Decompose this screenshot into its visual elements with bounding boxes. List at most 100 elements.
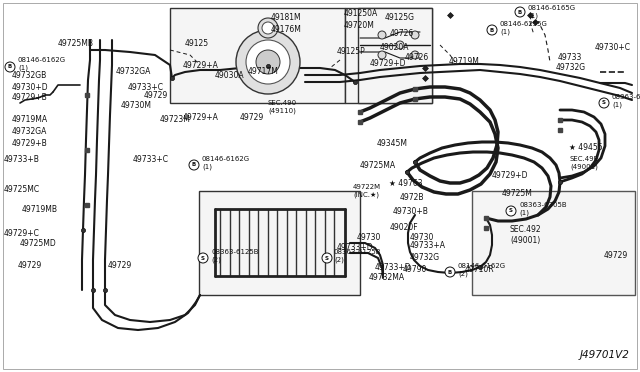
Text: 49730: 49730 bbox=[410, 234, 435, 243]
Circle shape bbox=[599, 98, 609, 108]
Circle shape bbox=[487, 25, 497, 35]
Text: 08363-6305B
(1): 08363-6305B (1) bbox=[519, 202, 566, 216]
Text: 08363-6125B
(2): 08363-6125B (2) bbox=[211, 249, 259, 263]
Text: S: S bbox=[602, 100, 606, 106]
Text: 49732GA: 49732GA bbox=[12, 126, 47, 135]
Text: S: S bbox=[201, 256, 205, 260]
Text: 49725MA: 49725MA bbox=[360, 160, 396, 170]
Text: 49733: 49733 bbox=[558, 52, 582, 61]
Circle shape bbox=[506, 206, 516, 216]
Text: 49732GA: 49732GA bbox=[116, 67, 152, 77]
Text: J49701V2: J49701V2 bbox=[580, 350, 630, 360]
Text: 49729+A: 49729+A bbox=[183, 61, 219, 70]
Text: 08146-6255G
(1): 08146-6255G (1) bbox=[500, 21, 548, 35]
Text: 49733+C: 49733+C bbox=[133, 155, 169, 164]
Circle shape bbox=[189, 160, 199, 170]
Text: SEC.49E
(49001): SEC.49E (49001) bbox=[570, 156, 599, 170]
Text: 49020A: 49020A bbox=[380, 42, 410, 51]
Text: 08146-6162G
(1): 08146-6162G (1) bbox=[202, 156, 250, 170]
Text: 49733+D: 49733+D bbox=[375, 263, 412, 273]
Text: SEC.492
(49001): SEC.492 (49001) bbox=[510, 225, 541, 245]
Text: 49125P: 49125P bbox=[337, 48, 365, 57]
Text: 49729+D: 49729+D bbox=[492, 170, 529, 180]
Text: 49730+C: 49730+C bbox=[595, 42, 631, 51]
Text: 49729: 49729 bbox=[144, 90, 168, 99]
Text: B: B bbox=[8, 64, 12, 70]
Text: 49729+A: 49729+A bbox=[183, 113, 219, 122]
Text: B: B bbox=[448, 269, 452, 275]
Circle shape bbox=[378, 31, 386, 39]
Text: 08146-6162G
(1): 08146-6162G (1) bbox=[18, 57, 66, 71]
Text: 49725MB: 49725MB bbox=[58, 38, 94, 48]
Text: S: S bbox=[509, 208, 513, 214]
Text: 08146-6165G
(1): 08146-6165G (1) bbox=[528, 5, 576, 19]
Bar bbox=[199, 191, 360, 295]
Text: 49730+B: 49730+B bbox=[393, 206, 429, 215]
Text: 49719MA: 49719MA bbox=[12, 115, 48, 125]
Circle shape bbox=[236, 30, 300, 94]
Text: 49729: 49729 bbox=[240, 113, 264, 122]
Text: 49720M: 49720M bbox=[344, 22, 375, 31]
Text: 49125: 49125 bbox=[185, 38, 209, 48]
Text: 49732MA: 49732MA bbox=[369, 273, 405, 282]
Text: 49725M: 49725M bbox=[502, 189, 533, 198]
Bar bbox=[345, 8, 432, 103]
Text: 49732GB: 49732GB bbox=[12, 71, 47, 80]
Text: 49729: 49729 bbox=[18, 260, 42, 269]
Text: 491250A: 491250A bbox=[344, 10, 378, 19]
Text: 49719MB: 49719MB bbox=[22, 205, 58, 215]
Text: B: B bbox=[192, 163, 196, 167]
Text: 49733+D: 49733+D bbox=[337, 244, 374, 253]
Text: 49729+D: 49729+D bbox=[370, 58, 406, 67]
Text: ★ 49763: ★ 49763 bbox=[389, 179, 422, 187]
Text: 49729+B: 49729+B bbox=[12, 93, 48, 103]
Bar bbox=[358, 8, 432, 103]
Text: 49030A: 49030A bbox=[215, 71, 244, 80]
Text: 49725MD: 49725MD bbox=[20, 240, 57, 248]
Text: S: S bbox=[325, 256, 329, 260]
Text: 49345M: 49345M bbox=[377, 138, 408, 148]
Text: 49732G: 49732G bbox=[556, 64, 586, 73]
Text: 49717M: 49717M bbox=[248, 67, 279, 77]
Text: 49729: 49729 bbox=[108, 260, 132, 269]
Text: 49176M: 49176M bbox=[271, 26, 302, 35]
Text: 49729: 49729 bbox=[604, 250, 628, 260]
Text: 49733+B: 49733+B bbox=[4, 155, 40, 164]
Text: 49733+C: 49733+C bbox=[128, 83, 164, 93]
Text: 08363-6125B
(2): 08363-6125B (2) bbox=[334, 249, 381, 263]
Circle shape bbox=[411, 51, 419, 59]
Text: B: B bbox=[490, 28, 494, 32]
Circle shape bbox=[246, 40, 290, 84]
Text: 49723M: 49723M bbox=[160, 115, 191, 125]
Text: 49125G: 49125G bbox=[385, 13, 415, 22]
Circle shape bbox=[258, 18, 278, 38]
Text: 49732G: 49732G bbox=[410, 253, 440, 262]
Text: 49710R: 49710R bbox=[465, 266, 495, 275]
Circle shape bbox=[411, 31, 419, 39]
Circle shape bbox=[322, 253, 332, 263]
Circle shape bbox=[256, 50, 280, 74]
Text: 49726: 49726 bbox=[405, 52, 429, 61]
Circle shape bbox=[198, 253, 208, 263]
Text: 49729+C: 49729+C bbox=[4, 228, 40, 237]
Circle shape bbox=[378, 51, 386, 59]
Text: 49730+D: 49730+D bbox=[12, 83, 49, 92]
Text: 49730M: 49730M bbox=[121, 100, 152, 109]
Circle shape bbox=[515, 7, 525, 17]
Text: 49181M: 49181M bbox=[271, 13, 301, 22]
Bar bbox=[170, 8, 345, 103]
Circle shape bbox=[396, 41, 404, 49]
Text: SEC.490
(49110): SEC.490 (49110) bbox=[268, 100, 297, 114]
Text: B: B bbox=[518, 10, 522, 15]
Text: 49729+B: 49729+B bbox=[12, 138, 48, 148]
Text: 49020F: 49020F bbox=[390, 224, 419, 232]
Circle shape bbox=[262, 22, 274, 34]
Text: 49790: 49790 bbox=[403, 266, 428, 275]
Circle shape bbox=[5, 62, 15, 72]
Text: 49719M: 49719M bbox=[449, 57, 480, 65]
Text: 49726: 49726 bbox=[390, 29, 414, 38]
Text: ★ 49455: ★ 49455 bbox=[569, 142, 603, 151]
Text: 49730: 49730 bbox=[357, 234, 381, 243]
Text: 49725MC: 49725MC bbox=[4, 186, 40, 195]
Text: 08146-6162G
(2): 08146-6162G (2) bbox=[458, 263, 506, 277]
